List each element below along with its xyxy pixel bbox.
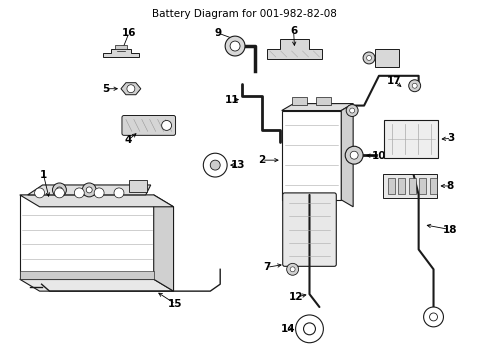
Text: 6: 6 [289, 26, 297, 36]
Bar [383, 121, 438, 158]
Text: 10: 10 [371, 151, 386, 161]
Polygon shape [20, 195, 153, 279]
Circle shape [94, 188, 104, 198]
Text: 12: 12 [288, 292, 302, 302]
Circle shape [35, 188, 44, 198]
Circle shape [54, 188, 64, 198]
Polygon shape [103, 49, 139, 57]
Circle shape [303, 323, 315, 335]
Polygon shape [341, 104, 352, 207]
Text: 9: 9 [214, 28, 222, 38]
Circle shape [127, 85, 135, 93]
Polygon shape [266, 39, 322, 59]
Text: 13: 13 [230, 160, 245, 170]
Polygon shape [281, 104, 352, 111]
Circle shape [114, 188, 123, 198]
Circle shape [82, 183, 96, 197]
Text: 5: 5 [102, 84, 109, 94]
Text: 8: 8 [446, 181, 453, 191]
Text: 2: 2 [258, 155, 265, 165]
Circle shape [230, 41, 240, 51]
Circle shape [86, 187, 92, 193]
Bar [382, 174, 437, 198]
Circle shape [224, 36, 244, 56]
Text: 16: 16 [122, 28, 136, 38]
Text: 1: 1 [40, 170, 47, 180]
Bar [129, 180, 146, 192]
Polygon shape [20, 279, 173, 291]
Bar [418, 178, 425, 194]
Polygon shape [20, 271, 153, 279]
Text: 14: 14 [280, 324, 294, 334]
Circle shape [345, 146, 362, 164]
Circle shape [203, 153, 226, 177]
Circle shape [74, 188, 84, 198]
Polygon shape [153, 195, 173, 291]
Circle shape [349, 108, 354, 113]
Circle shape [346, 105, 357, 117]
Polygon shape [20, 195, 173, 207]
Bar [115, 45, 127, 49]
Circle shape [349, 151, 357, 159]
Circle shape [362, 52, 374, 64]
Circle shape [210, 160, 220, 170]
Polygon shape [28, 185, 150, 195]
Text: 4: 4 [124, 135, 131, 145]
Bar [428, 178, 436, 194]
Circle shape [366, 55, 371, 60]
FancyBboxPatch shape [122, 116, 175, 135]
Polygon shape [281, 111, 341, 200]
Text: Battery Diagram for 001-982-82-08: Battery Diagram for 001-982-82-08 [151, 9, 336, 19]
Text: 18: 18 [442, 225, 457, 235]
Circle shape [423, 307, 443, 327]
Circle shape [295, 315, 323, 343]
Bar [408, 178, 415, 194]
Bar [387, 178, 394, 194]
Text: 17: 17 [386, 76, 400, 86]
Bar [291, 96, 306, 105]
Bar [398, 178, 405, 194]
Circle shape [286, 264, 298, 275]
Text: 3: 3 [447, 133, 454, 143]
Circle shape [56, 187, 62, 193]
Bar [374, 49, 398, 67]
Circle shape [289, 267, 294, 272]
Circle shape [162, 121, 171, 130]
Circle shape [408, 80, 420, 92]
Text: 11: 11 [224, 95, 239, 105]
Circle shape [428, 313, 437, 321]
Circle shape [411, 83, 416, 88]
Bar [316, 96, 331, 105]
FancyBboxPatch shape [282, 193, 336, 266]
Polygon shape [121, 83, 141, 95]
Text: 15: 15 [168, 299, 183, 309]
Text: 7: 7 [263, 262, 270, 272]
Circle shape [52, 183, 66, 197]
